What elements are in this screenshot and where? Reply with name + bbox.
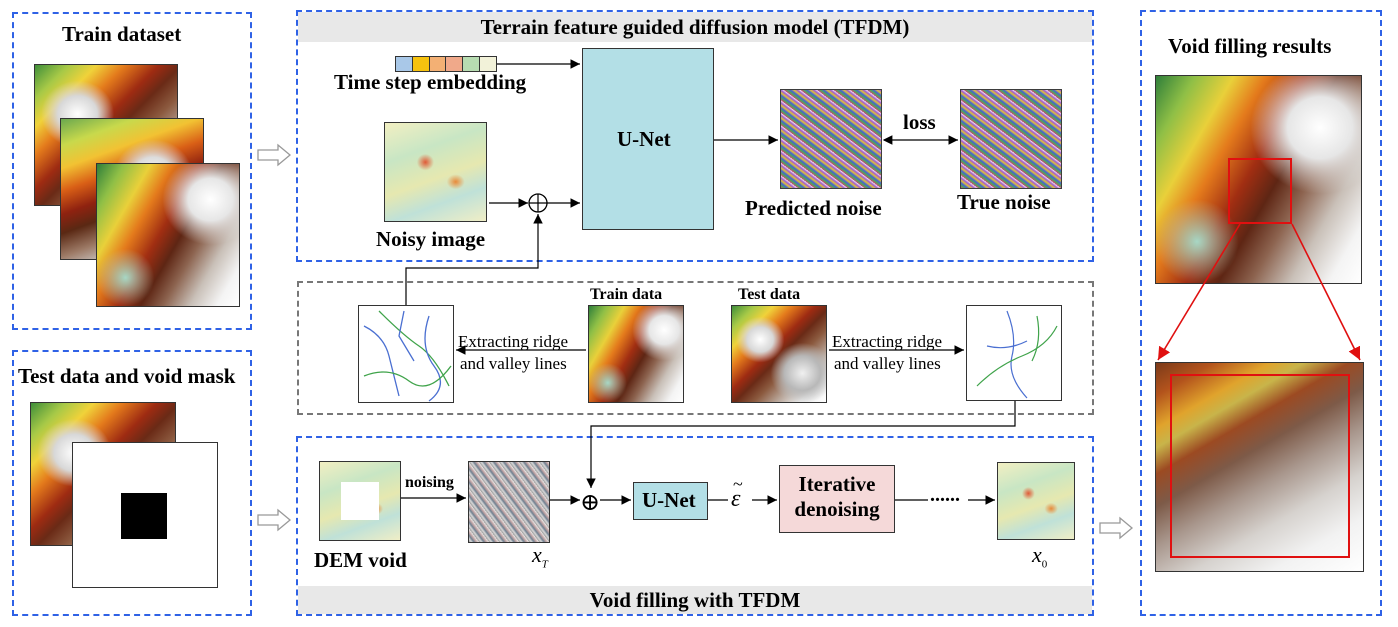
- embedding-segment: [396, 57, 412, 71]
- dem-void-image: [319, 461, 401, 541]
- x0-label-main: x: [1032, 542, 1042, 567]
- result-zoom-image: [1155, 362, 1364, 572]
- unet-block-void: U-Net: [633, 482, 708, 520]
- xt-label-sub: T: [541, 558, 548, 571]
- true-noise-label: True noise: [957, 190, 1051, 214]
- iterative-line2: denoising: [794, 497, 880, 521]
- iterative-line1: Iterative: [798, 472, 876, 496]
- predicted-noise-label: Predicted noise: [745, 196, 882, 220]
- train-dataset-panel: [12, 12, 252, 330]
- dem-void-hole: [341, 482, 379, 520]
- result-highlight-box: [1228, 158, 1292, 224]
- void-filling-title: Void filling with TFDM: [298, 586, 1092, 614]
- unet-label-void: U-Net: [642, 488, 696, 512]
- time-step-embedding-bar: [395, 56, 497, 72]
- time-step-embedding-label: Time step embedding: [334, 70, 527, 94]
- plus-symbol-void: ⊕: [580, 490, 601, 516]
- void-mask-square: [121, 493, 167, 539]
- train-data-dem: [588, 305, 684, 403]
- x0-image: [997, 462, 1075, 540]
- extract-right-line2: and valley lines: [834, 354, 941, 373]
- noisy-image-label: Noisy image: [376, 227, 486, 251]
- test-data-title: Test data and void mask: [18, 364, 236, 388]
- ridge-valley-lines-test: [966, 305, 1062, 401]
- xt-label-main: x: [532, 542, 542, 567]
- extract-left-line2: and valley lines: [460, 354, 567, 373]
- unet-label-tfdm: U-Net: [617, 127, 671, 151]
- ridge-valley-lines-test-svg: [976, 310, 1058, 399]
- embedding-segment: [428, 57, 446, 71]
- train-dataset-title: Train dataset: [62, 22, 182, 46]
- iterative-denoising-block: Iterative denoising: [779, 465, 895, 533]
- unet-block-tfdm: U-Net: [582, 48, 714, 230]
- x0-label-sub: 0: [1041, 558, 1048, 571]
- epsilon-tilde: ~: [733, 474, 743, 494]
- gray-arrow-test: [257, 508, 292, 532]
- tfdm-panel: [296, 10, 1094, 262]
- gray-arrow-train: [257, 143, 292, 167]
- results-title: Void filling results: [1168, 34, 1332, 58]
- ridge-valley-lines-train-svg: [363, 310, 452, 402]
- results-panel: [1140, 10, 1382, 616]
- embedding-segment: [411, 57, 429, 71]
- tfdm-title: Terrain feature guided diffusion model (…: [298, 12, 1092, 42]
- x0-label: x0: [1032, 542, 1047, 570]
- xt-label: xT: [532, 542, 548, 570]
- embedding-segment: [462, 57, 480, 71]
- dots-label: ......: [930, 484, 960, 506]
- extract-left-line1: Extracting ridge: [458, 332, 568, 351]
- epsilon-label: ε: [731, 486, 741, 512]
- extract-right-line1: Extracting ridge: [832, 332, 942, 351]
- test-data-panel: [12, 350, 252, 616]
- embedding-segment: [479, 57, 496, 71]
- train-dem-tile-3: [96, 163, 240, 307]
- noising-label: noising: [405, 474, 454, 491]
- test-data-dem: [731, 305, 827, 403]
- true-noise-image: [960, 89, 1062, 189]
- xt-noise-image: [468, 461, 550, 543]
- result-zoom-highlight: [1170, 374, 1350, 558]
- embedding-segment: [445, 57, 463, 71]
- void-mask-tile: [72, 442, 218, 588]
- gray-arrow-results: [1099, 516, 1134, 540]
- noisy-image: [384, 122, 487, 222]
- ridge-valley-lines-train: [358, 305, 454, 403]
- predicted-noise-image: [780, 89, 882, 189]
- test-data-label: Test data: [738, 286, 801, 303]
- loss-label: loss: [903, 110, 936, 134]
- train-data-label: Train data: [590, 286, 663, 303]
- dem-void-label: DEM void: [314, 548, 407, 572]
